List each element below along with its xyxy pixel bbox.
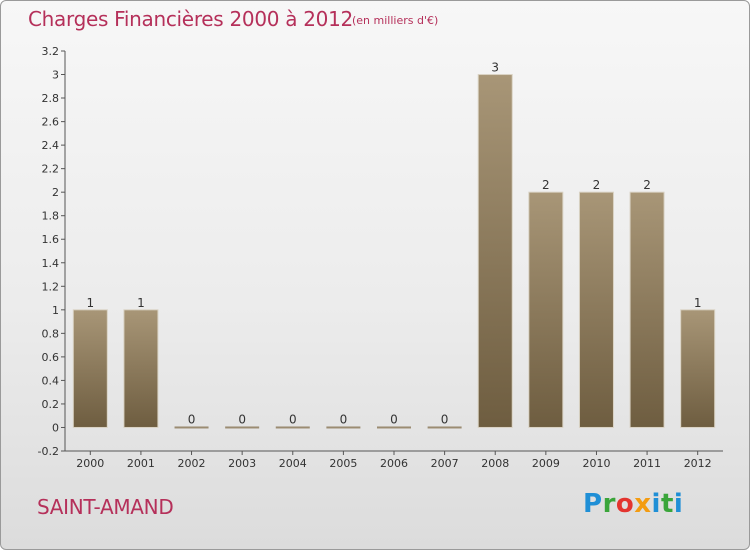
- bar: [174, 426, 209, 429]
- y-tick-label: 0.8: [42, 327, 60, 340]
- bar-value-label: 0: [289, 412, 297, 426]
- bar: [275, 426, 310, 429]
- logo-letter: o: [615, 489, 635, 519]
- bar-value-label: 0: [238, 412, 246, 426]
- y-tick-label: 3.2: [42, 45, 60, 58]
- x-tick-label: 2011: [633, 457, 661, 470]
- y-tick-label: 1.6: [42, 233, 60, 246]
- logo-letter: P: [583, 489, 603, 519]
- bar-value-label: 1: [86, 296, 94, 310]
- y-tick-label: 2.2: [42, 163, 60, 176]
- x-tick-label: 2002: [178, 457, 206, 470]
- y-tick-label: 1.4: [42, 257, 60, 270]
- bar: [377, 426, 411, 429]
- y-tick-label: 0.4: [42, 374, 60, 387]
- chart-axes: -0.2 0 0.2 0.4 0.6 0.8 1 1.2 1.4 1.6 1.8 2 2.2 2.4 2.6…: [38, 45, 723, 470]
- logo-letter: i: [651, 489, 661, 519]
- x-tick-label: 2012: [684, 457, 712, 470]
- bar: [427, 426, 462, 429]
- y-tick-label: 2.8: [42, 92, 60, 105]
- x-tick-label: 2007: [431, 457, 459, 470]
- bar: [477, 74, 513, 428]
- bar: [528, 191, 564, 428]
- x-tick-label: 2008: [481, 457, 509, 470]
- bar-value-label: 0: [390, 412, 398, 426]
- bar: [72, 309, 108, 428]
- y-tick-label: 2.6: [42, 116, 60, 129]
- x-tick-label: 2010: [582, 457, 610, 470]
- bar-value-label: 1: [694, 296, 702, 310]
- x-tick-label: 2009: [532, 457, 560, 470]
- y-tick-label: 1: [52, 304, 59, 317]
- logo-letter: i: [673, 489, 684, 519]
- x-tick-label: 2001: [127, 457, 155, 470]
- y-tick-label: 1.2: [42, 280, 60, 293]
- proxiti-logo: Proxiti: [583, 489, 683, 519]
- chart-labels: 1 1 0 0 0 0 0 0 3 2 2 2 1: [86, 61, 701, 427]
- x-tick-label: 2006: [380, 457, 408, 470]
- y-tick-label: 0.6: [42, 351, 60, 364]
- bar-value-label: 2: [542, 178, 550, 192]
- y-tick-label: 0: [52, 421, 59, 434]
- bar-value-label: 2: [593, 178, 601, 192]
- y-tick-label: 2: [52, 186, 59, 199]
- y-tick-label: 3: [52, 69, 59, 82]
- x-tick-label: 2003: [228, 457, 256, 470]
- x-tick-label: 2004: [279, 457, 307, 470]
- y-tick-label: 1.8: [42, 210, 60, 223]
- bar-value-label: 0: [188, 412, 196, 426]
- bar-value-label: 2: [643, 178, 651, 192]
- bar: [680, 309, 716, 428]
- logo-letter: x: [634, 489, 652, 519]
- bar: [578, 191, 614, 428]
- chart-title: Charges Financières 2000 à 2012: [28, 7, 353, 31]
- bar-value-label: 3: [491, 61, 499, 75]
- chart-subtitle: (en milliers d'€): [352, 14, 439, 27]
- bar-value-label: 0: [441, 412, 449, 426]
- bar-value-label: 0: [340, 412, 348, 426]
- logo-letter: t: [660, 489, 674, 519]
- y-tick-label: -0.2: [38, 445, 59, 458]
- chart-bars: [72, 74, 716, 429]
- bar: [123, 309, 159, 428]
- bar: [326, 426, 361, 429]
- x-tick-label: 2005: [329, 457, 357, 470]
- bar-value-label: 1: [137, 296, 145, 310]
- y-tick-label: 0.2: [42, 398, 60, 411]
- bar: [629, 191, 665, 428]
- logo-letter: r: [602, 489, 616, 519]
- commune-name: SAINT-AMAND: [37, 495, 174, 519]
- bar: [225, 426, 260, 429]
- y-tick-label: 2.4: [42, 139, 60, 152]
- x-tick-label: 2000: [76, 457, 104, 470]
